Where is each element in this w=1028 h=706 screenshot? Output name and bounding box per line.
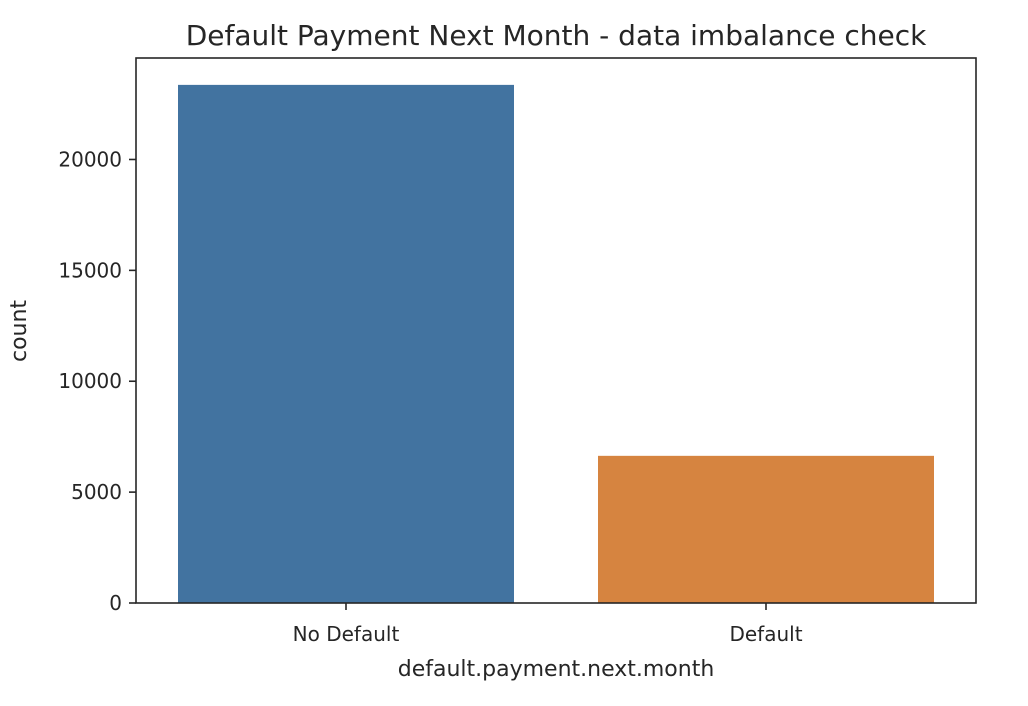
y-tick-label: 0 xyxy=(109,591,122,615)
bar-no-default xyxy=(178,84,514,603)
y-tick-label: 15000 xyxy=(58,258,122,282)
y-tick-label: 5000 xyxy=(71,480,122,504)
chart-title: Default Payment Next Month - data imbala… xyxy=(186,19,927,52)
y-tick-label: 10000 xyxy=(58,369,122,393)
plot-frame xyxy=(135,57,977,604)
x-tick-label: No Default xyxy=(293,622,400,646)
bars-layer xyxy=(178,84,934,603)
x-axis-label: default.payment.next.month xyxy=(398,657,715,682)
y-axis-ticks: 0 5000 10000 15000 20000 xyxy=(58,147,136,615)
x-tick-label: Default xyxy=(729,622,802,646)
x-axis-ticks: No Default Default xyxy=(293,603,803,646)
y-axis-label: count xyxy=(7,300,32,362)
bar-default xyxy=(598,455,934,603)
y-tick-label: 20000 xyxy=(58,147,122,171)
